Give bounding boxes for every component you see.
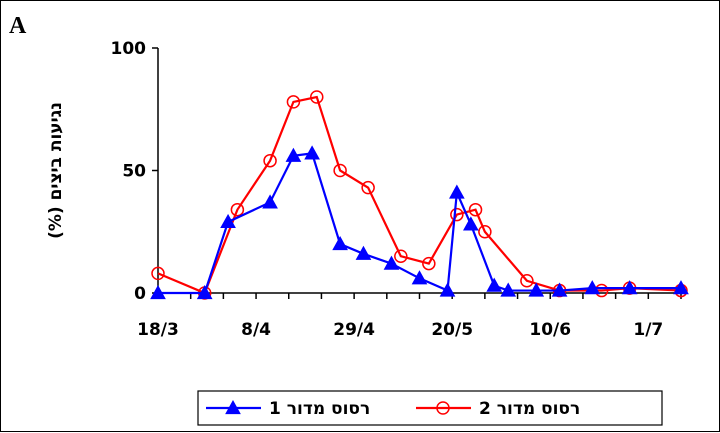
triangle-marker: [285, 147, 302, 162]
series-1: [150, 145, 689, 300]
circle-marker: [468, 202, 483, 217]
triangle-marker: [584, 280, 601, 295]
x-tick-label: 10/6: [529, 320, 571, 340]
triangle-marker: [500, 282, 517, 297]
circle-marker: [520, 274, 534, 288]
triangle-marker: [439, 282, 456, 297]
triangle-marker: [304, 145, 320, 160]
series-layer: [150, 90, 689, 300]
triangle-marker: [150, 284, 166, 300]
triangle-marker: [262, 194, 278, 209]
x-tick-label: 20/5: [431, 320, 473, 340]
triangle-marker: [411, 270, 428, 285]
y-axis-title: נגיעות ביצים (%): [46, 102, 66, 239]
x-tick-label: 8/4: [241, 320, 271, 340]
x-tick-label: 18/3: [137, 320, 179, 340]
legend: רסוס מדור 2 רסוס מדור 1: [197, 390, 663, 426]
panel-label: A: [9, 13, 27, 39]
x-tick-label: 1/7: [633, 320, 663, 340]
triangle-marker: [220, 213, 236, 229]
legend-label-series-1: רסוס מדור 1: [269, 399, 370, 419]
circle-marker: [333, 163, 347, 178]
triangle-marker: [449, 184, 465, 199]
triangle-marker: [486, 277, 503, 292]
circle-marker: [310, 90, 324, 104]
circle-marker: [286, 95, 301, 109]
circle-marker: [263, 153, 277, 168]
triangle-marker: [463, 216, 479, 231]
triangle-marker: [673, 280, 689, 295]
circle-marker: [230, 202, 245, 217]
legend-label-series-2: רסוס מדור 2: [479, 399, 580, 419]
triangle-marker: [332, 235, 348, 251]
series-2: [151, 90, 688, 300]
y-tick-label: 100: [111, 39, 147, 59]
triangle-marker: [621, 280, 638, 295]
triangle-marker: [355, 245, 372, 260]
legend-marker-series-1: [225, 399, 241, 415]
y-tick-label: 50: [122, 162, 146, 182]
circle-marker: [151, 266, 165, 281]
series-line: [157, 95, 682, 295]
triangle-marker: [528, 282, 545, 297]
circle-marker: [478, 225, 492, 239]
y-tick-label: 0: [134, 284, 146, 304]
circle-marker: [394, 249, 408, 263]
triangle-marker: [551, 282, 568, 297]
triangle-marker: [383, 255, 400, 270]
circle-marker: [450, 207, 464, 222]
circle-marker: [361, 180, 375, 195]
legend-marker-series-2: [436, 401, 450, 415]
circle-marker: [422, 256, 436, 271]
x-tick-label: 29/4: [333, 320, 375, 340]
axes: 0 50 100 18/3 8/4 29/4 20/5 10/6 1/7 נגיעות ביצים…: [46, 39, 682, 340]
triangle-marker: [196, 284, 213, 300]
